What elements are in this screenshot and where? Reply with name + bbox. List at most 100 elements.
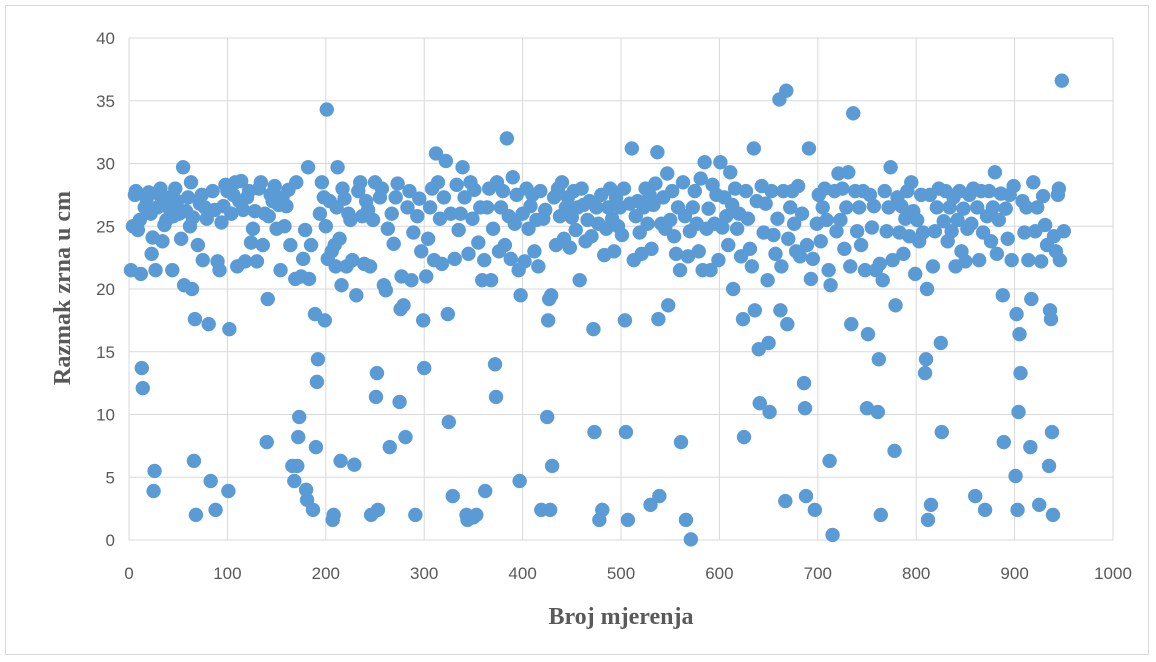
data-point [920, 512, 936, 528]
data-point [134, 360, 150, 376]
data-point [310, 352, 326, 367]
data-point [214, 215, 229, 230]
data-point [919, 281, 935, 297]
data-point [370, 502, 386, 518]
data-point [752, 395, 767, 411]
data-point [989, 246, 1005, 262]
data-point [967, 488, 983, 504]
data-point [544, 458, 560, 474]
data-point [721, 237, 736, 253]
data-point [870, 404, 886, 420]
data-point [780, 316, 795, 332]
data-point [813, 234, 829, 249]
data-point [917, 365, 933, 381]
data-point [533, 183, 548, 199]
data-point [823, 277, 838, 293]
data-point [165, 262, 180, 278]
data-point [646, 197, 661, 213]
data-point [388, 190, 403, 205]
data-point [531, 259, 546, 274]
data-point [537, 202, 553, 218]
data-point [572, 272, 587, 288]
data-point [927, 224, 943, 239]
data-point [295, 251, 311, 267]
y-tick-label: 15 [96, 343, 115, 362]
data-point [701, 201, 716, 216]
data-point [1043, 311, 1059, 327]
data-point [606, 244, 622, 259]
data-point [1000, 231, 1015, 247]
data-point [309, 374, 325, 390]
data-point [314, 175, 330, 190]
data-point [362, 259, 378, 274]
data-point [402, 183, 417, 199]
x-tick-label: 1000 [1094, 564, 1132, 583]
data-point [883, 160, 898, 175]
data-point [977, 502, 993, 518]
gridlines [128, 37, 1114, 541]
data-point [365, 212, 381, 228]
data-point [539, 409, 555, 425]
data-point [985, 200, 1001, 215]
data-point [147, 463, 162, 479]
data-point [349, 288, 364, 303]
data-point [279, 198, 294, 214]
x-tick-label: 400 [508, 564, 536, 583]
data-point [807, 502, 823, 518]
x-tick-label: 600 [705, 564, 733, 583]
y-tick-label: 25 [96, 217, 115, 236]
data-point [1013, 365, 1028, 381]
data-point [864, 220, 880, 235]
data-point [1021, 252, 1036, 268]
data-point [896, 246, 911, 262]
data-point [186, 453, 202, 469]
data-point [148, 262, 163, 278]
data-point [643, 497, 658, 513]
data-point [290, 458, 305, 474]
data-point [233, 173, 249, 189]
data-point [554, 175, 570, 190]
data-point [971, 252, 987, 268]
data-point [652, 488, 667, 504]
data-point [904, 175, 919, 190]
data-point [740, 211, 756, 226]
x-axis-title: Broj mjerenja [548, 604, 693, 630]
data-point [317, 313, 333, 328]
data-point [173, 231, 189, 247]
data-point [337, 191, 352, 206]
data-point [1031, 497, 1047, 513]
data-point [595, 502, 610, 518]
data-point [849, 224, 865, 239]
data-point [958, 254, 973, 269]
data-point [918, 352, 934, 367]
data-point [815, 200, 830, 215]
data-point [819, 212, 834, 228]
data-point [330, 160, 345, 175]
data-point [267, 178, 282, 194]
data-point [768, 246, 783, 262]
data-point [620, 512, 636, 528]
data-point [420, 231, 436, 247]
data-point [332, 231, 347, 247]
y-axis-title: Razmak zrna u cm [50, 191, 76, 385]
data-point [666, 229, 682, 244]
data-point [778, 493, 793, 509]
data-point [697, 154, 712, 170]
data-point [851, 200, 867, 215]
data-point [651, 311, 666, 327]
data-point [956, 201, 971, 216]
data-point [378, 283, 394, 298]
x-tick-label: 200 [312, 564, 340, 583]
data-point [950, 212, 965, 228]
data-point [981, 183, 997, 199]
data-point [907, 266, 923, 282]
data-point [987, 165, 1003, 180]
data-point [455, 160, 470, 175]
data-point [614, 227, 630, 243]
data-point [713, 154, 728, 170]
data-point [412, 191, 427, 206]
data-point [497, 237, 513, 253]
data-point [839, 200, 854, 215]
data-point [408, 507, 423, 523]
data-point [436, 190, 452, 205]
